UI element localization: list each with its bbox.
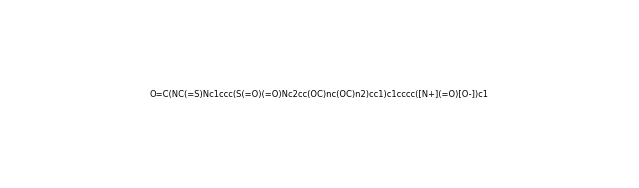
Text: O=C(NC(=S)Nc1ccc(S(=O)(=O)Nc2cc(OC)nc(OC)n2)cc1)c1cccc([N+](=O)[O-])c1: O=C(NC(=S)Nc1ccc(S(=O)(=O)Nc2cc(OC)nc(OC… [150, 89, 489, 99]
